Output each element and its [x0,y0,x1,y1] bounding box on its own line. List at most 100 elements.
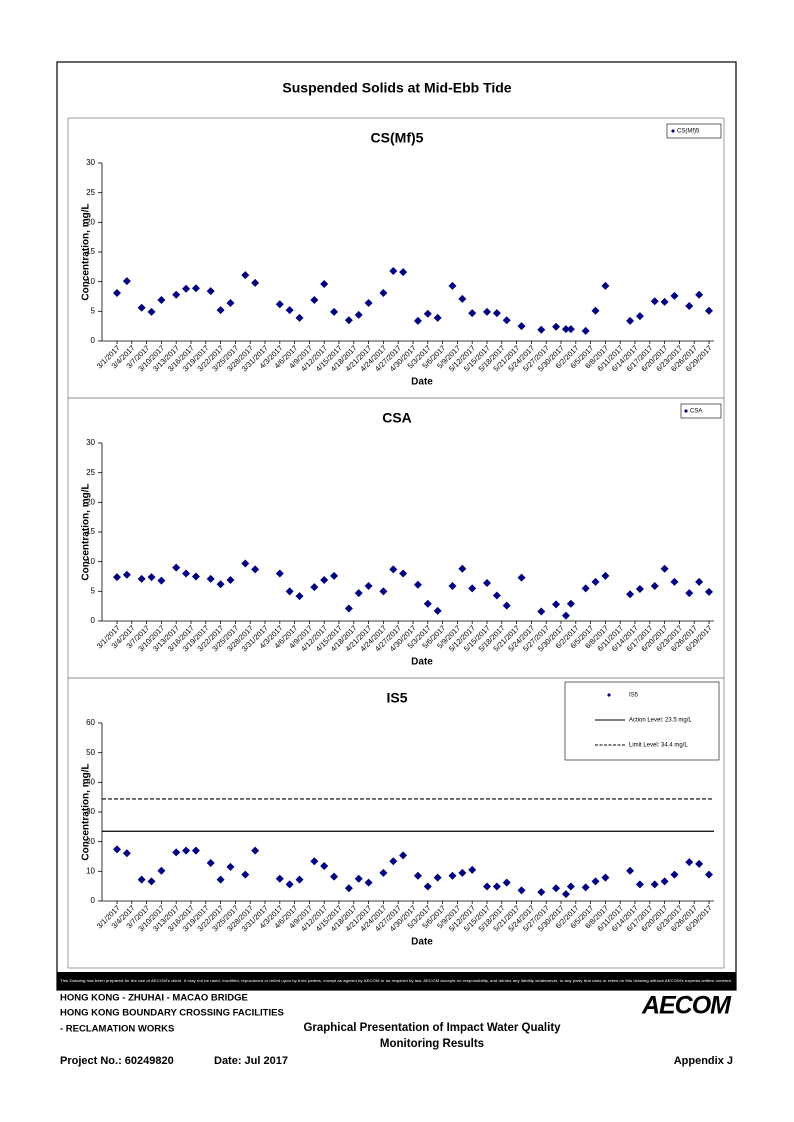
data-point [285,306,294,315]
data-point [492,591,501,600]
data-point [626,316,635,325]
y-tick-label: 20 [86,217,95,226]
data-point [122,277,131,286]
data-point [399,851,408,860]
data-point [561,611,570,620]
data-point [468,865,477,874]
legend-marker [684,409,688,413]
data-point [191,846,200,855]
data-point [147,573,156,582]
data-point [448,581,457,590]
y-tick-label: 20 [86,837,95,846]
data-point [320,280,329,289]
data-point [561,325,570,334]
data-point [251,278,260,287]
data-point [581,326,590,335]
chart-title: CS(Mf)5 [371,130,424,146]
data-point [285,587,294,596]
data-point [216,875,225,884]
data-point [310,296,319,305]
data-point [413,316,422,325]
data-point [251,565,260,574]
data-point [492,882,501,891]
data-point [389,565,398,574]
data-point [537,607,546,616]
data-point [433,873,442,882]
data-point [705,587,713,596]
data-point [483,307,491,316]
data-point [650,581,659,590]
data-point [379,288,388,297]
data-point [206,859,215,868]
data-point [650,880,659,889]
data-point [379,587,388,596]
project-line: - RECLAMATION WORKS [60,1024,174,1035]
data-point [458,294,467,303]
data-point [389,857,398,866]
data-point [330,872,339,881]
data-point [172,848,181,857]
data-point [216,306,225,315]
y-tick-label: 0 [91,896,96,905]
chart: CS(Mf)50510152025303/1/20173/4/20173/7/2… [67,117,725,399]
data-point [695,577,704,586]
data-point [458,868,467,877]
legend-label: CS(Mf)5 [677,129,700,135]
disclaimer-bar [57,972,736,990]
data-point [157,296,166,305]
y-tick-label: 10 [86,557,95,566]
data-point [591,577,600,586]
data-point [113,845,121,854]
chart-panel [67,677,725,969]
logo: AECOM [641,992,732,1020]
data-point [566,882,575,891]
data-point [206,287,215,296]
y-tick-label: 25 [86,188,95,197]
data-point [423,599,432,608]
page-border [56,61,737,991]
data-point [275,300,284,309]
chart-title: CSA [382,410,412,426]
data-point [468,584,477,593]
data-point [320,861,329,870]
y-tick-label: 50 [86,748,95,757]
data-point [137,303,146,312]
data-point [448,281,457,290]
data-point [537,325,546,334]
data-point [458,564,467,573]
data-point [650,297,659,306]
data-point [206,574,215,583]
data-point [182,846,191,855]
y-tick-label: 25 [86,468,95,477]
y-tick-label: 0 [91,616,96,625]
data-point [517,322,526,331]
data-point [191,284,200,293]
data-point [695,290,704,299]
data-point [399,268,408,277]
data-point [172,290,181,299]
data-point [344,604,353,613]
y-tick-label: 30 [86,438,95,447]
data-point [226,862,235,871]
data-point [275,874,284,883]
data-point [433,313,442,322]
chart-title: IS5 [386,690,407,706]
y-tick-label: 10 [86,866,95,875]
data-point [695,859,704,868]
data-point [344,316,353,325]
data-point [330,307,339,316]
data-point [433,606,442,615]
data-point [561,890,570,899]
data-point [423,882,432,891]
y-axis-label: Concentration, mg/L [81,763,92,860]
data-point [423,309,432,318]
data-point [670,577,679,586]
data-point [705,306,713,315]
data-point [660,564,669,573]
data-point [413,580,422,589]
data-point [483,882,491,891]
data-point [364,299,373,308]
data-point [251,846,260,855]
disclaimer: This Drawing has been prepared for the u… [60,979,732,983]
